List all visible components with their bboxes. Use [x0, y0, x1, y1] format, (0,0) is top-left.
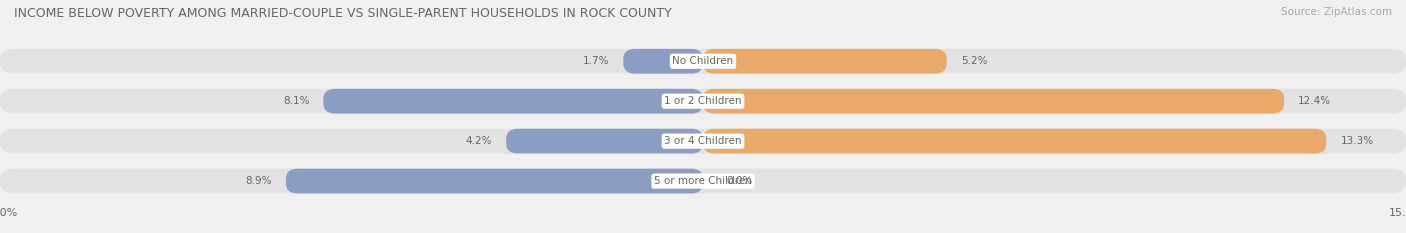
FancyBboxPatch shape	[703, 129, 1326, 154]
Text: 8.1%: 8.1%	[283, 96, 309, 106]
FancyBboxPatch shape	[623, 49, 703, 74]
FancyBboxPatch shape	[506, 129, 703, 154]
FancyBboxPatch shape	[703, 49, 946, 74]
FancyBboxPatch shape	[323, 89, 703, 113]
Text: 4.2%: 4.2%	[465, 136, 492, 146]
Text: No Children: No Children	[672, 56, 734, 66]
FancyBboxPatch shape	[0, 89, 1406, 113]
Text: 3 or 4 Children: 3 or 4 Children	[664, 136, 742, 146]
Text: 0.0%: 0.0%	[727, 176, 752, 186]
Text: Source: ZipAtlas.com: Source: ZipAtlas.com	[1281, 7, 1392, 17]
Text: 12.4%: 12.4%	[1298, 96, 1331, 106]
Text: 13.3%: 13.3%	[1340, 136, 1374, 146]
Text: 5.2%: 5.2%	[960, 56, 987, 66]
FancyBboxPatch shape	[0, 169, 1406, 193]
Text: 5 or more Children: 5 or more Children	[654, 176, 752, 186]
Text: 8.9%: 8.9%	[245, 176, 271, 186]
FancyBboxPatch shape	[703, 89, 1284, 113]
Text: INCOME BELOW POVERTY AMONG MARRIED-COUPLE VS SINGLE-PARENT HOUSEHOLDS IN ROCK CO: INCOME BELOW POVERTY AMONG MARRIED-COUPL…	[14, 7, 672, 20]
FancyBboxPatch shape	[0, 49, 1406, 74]
FancyBboxPatch shape	[0, 129, 1406, 154]
Text: 1.7%: 1.7%	[582, 56, 609, 66]
Text: 1 or 2 Children: 1 or 2 Children	[664, 96, 742, 106]
FancyBboxPatch shape	[285, 169, 703, 193]
